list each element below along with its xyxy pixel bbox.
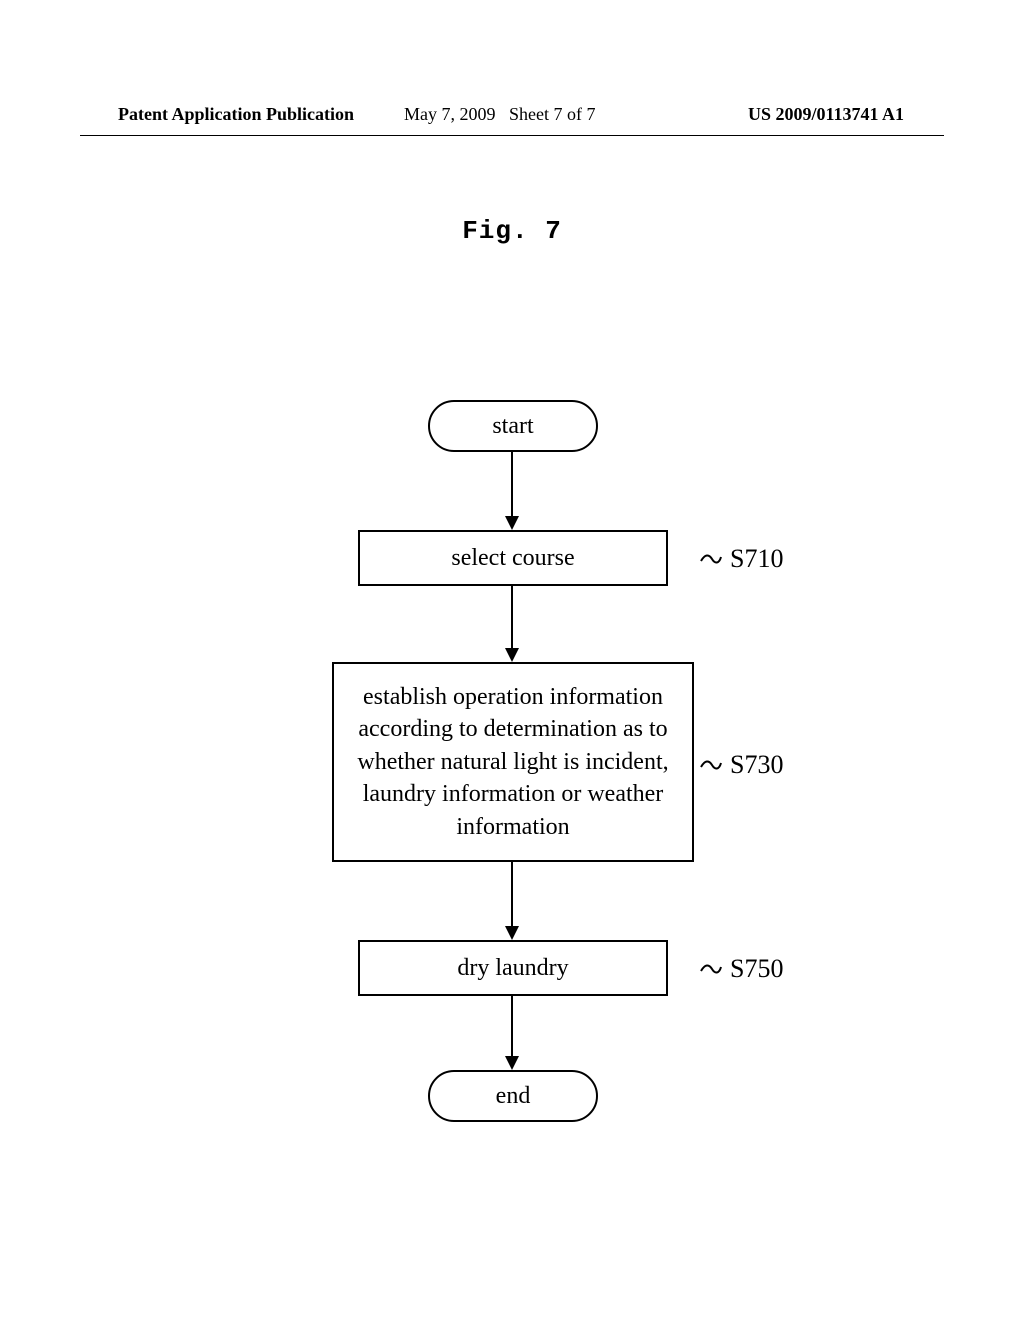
ref-label: S710: [730, 544, 783, 574]
flow-node-text: establish operation information accordin…: [334, 677, 692, 847]
page-header: Patent Application Publication May 7, 20…: [0, 104, 1024, 125]
flow-node-s730: establish operation information accordin…: [332, 662, 694, 862]
flow-node-s710: select course: [358, 530, 668, 586]
figure-label: Fig. 7: [0, 216, 1024, 246]
ref-connector: [700, 962, 722, 976]
flow-arrow: [501, 996, 523, 1070]
header-sheet-text: Sheet 7 of 7: [509, 104, 595, 124]
header-rule: [80, 135, 944, 136]
flow-node-text: start: [484, 406, 541, 446]
header-title: Patent Application Publication: [118, 104, 354, 125]
ref-connector: [700, 758, 722, 772]
flow-node-text: end: [488, 1076, 539, 1116]
ref-label: S750: [730, 954, 783, 984]
flow-arrow: [501, 452, 523, 530]
ref-label: S730: [730, 750, 783, 780]
page: Patent Application Publication May 7, 20…: [0, 0, 1024, 1320]
flow-node-text: select course: [443, 538, 582, 578]
flow-node-end: end: [428, 1070, 598, 1122]
header-docnum: US 2009/0113741 A1: [748, 104, 904, 125]
flow-node-text: dry laundry: [449, 948, 576, 988]
flow-node-s750: dry laundry: [358, 940, 668, 996]
flow-arrow: [501, 862, 523, 940]
flow-node-start: start: [428, 400, 598, 452]
ref-connector: [700, 552, 722, 566]
flow-arrow: [501, 586, 523, 662]
header-date: May 7, 2009 Sheet 7 of 7: [404, 104, 595, 125]
header-date-text: May 7, 2009: [404, 104, 496, 124]
